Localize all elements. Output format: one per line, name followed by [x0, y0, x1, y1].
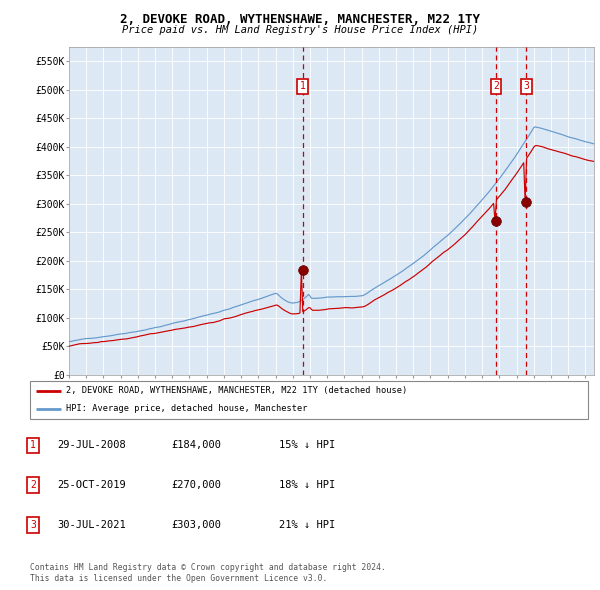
Text: 3: 3 — [30, 520, 36, 530]
Text: Contains HM Land Registry data © Crown copyright and database right 2024.: Contains HM Land Registry data © Crown c… — [30, 563, 386, 572]
Text: 2: 2 — [30, 480, 36, 490]
Text: £270,000: £270,000 — [171, 480, 221, 490]
Text: HPI: Average price, detached house, Manchester: HPI: Average price, detached house, Manc… — [66, 404, 308, 413]
Text: 30-JUL-2021: 30-JUL-2021 — [57, 520, 126, 530]
FancyBboxPatch shape — [30, 381, 588, 419]
Text: 15% ↓ HPI: 15% ↓ HPI — [279, 441, 335, 450]
Text: Price paid vs. HM Land Registry's House Price Index (HPI): Price paid vs. HM Land Registry's House … — [122, 25, 478, 35]
Text: 25-OCT-2019: 25-OCT-2019 — [57, 480, 126, 490]
Text: 1: 1 — [299, 81, 305, 91]
Text: 2, DEVOKE ROAD, WYTHENSHAWE, MANCHESTER, M22 1TY (detached house): 2, DEVOKE ROAD, WYTHENSHAWE, MANCHESTER,… — [66, 386, 407, 395]
Text: 2: 2 — [493, 81, 499, 91]
Text: £303,000: £303,000 — [171, 520, 221, 530]
Text: 18% ↓ HPI: 18% ↓ HPI — [279, 480, 335, 490]
Text: 2, DEVOKE ROAD, WYTHENSHAWE, MANCHESTER, M22 1TY: 2, DEVOKE ROAD, WYTHENSHAWE, MANCHESTER,… — [120, 13, 480, 26]
Text: £184,000: £184,000 — [171, 441, 221, 450]
Text: 29-JUL-2008: 29-JUL-2008 — [57, 441, 126, 450]
Text: 21% ↓ HPI: 21% ↓ HPI — [279, 520, 335, 530]
Text: This data is licensed under the Open Government Licence v3.0.: This data is licensed under the Open Gov… — [30, 573, 328, 583]
Text: 1: 1 — [30, 441, 36, 450]
Text: 3: 3 — [523, 81, 529, 91]
